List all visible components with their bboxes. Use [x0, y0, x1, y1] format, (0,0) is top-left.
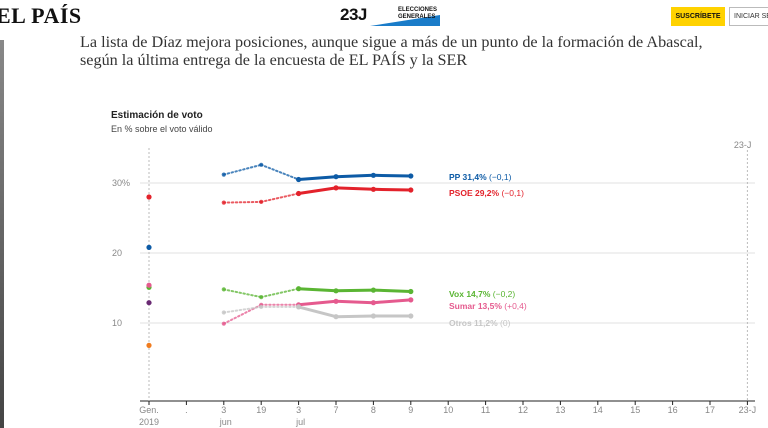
series-line-otros — [334, 314, 375, 319]
badge-bar — [370, 15, 440, 26]
x-tick-label: 8 — [371, 405, 376, 415]
x-tick-label: . — [185, 405, 188, 415]
x-tick-label: 13 — [555, 405, 565, 415]
x-tick-label: 23-J — [739, 405, 757, 415]
x-tick-label: 7 — [333, 405, 338, 415]
series-point-sumar — [370, 300, 376, 306]
series-point-otros — [408, 313, 414, 319]
series-line-pp — [334, 173, 375, 179]
series-point-psoe — [333, 185, 339, 191]
series-line-vox — [260, 287, 300, 299]
x-tick-label: 14 — [593, 405, 603, 415]
series-point-psoe — [296, 190, 302, 197]
x-tick-label: Gen. — [139, 405, 159, 415]
series-label-pp: PP 31,4% (−0,1) — [449, 172, 512, 182]
election-2019-point-podemos — [146, 300, 152, 306]
x-tick-sublabel: 2019 — [139, 417, 159, 427]
series-line-pp — [297, 175, 338, 181]
x-tick-sublabel: jun — [219, 417, 232, 427]
series-point-psoe — [221, 200, 226, 205]
series-label-otros: Otros 11,2% (0) — [449, 318, 511, 328]
series-point-sumar — [333, 298, 339, 304]
series-line-otros — [222, 305, 263, 314]
series-point-pp — [221, 172, 226, 177]
badge-line-1: ELECCIONES — [398, 7, 438, 13]
series-line-psoe — [260, 192, 300, 203]
x-tick-label: 16 — [668, 405, 678, 415]
y-tick-label: 30% — [112, 178, 130, 188]
series-point-psoe — [259, 199, 264, 204]
x-tick-label: 9 — [408, 405, 413, 415]
election-day-label: 23-J — [734, 140, 752, 150]
series-point-vox — [408, 288, 414, 295]
badge-line-2: GENERALES — [398, 14, 436, 20]
series-point-pp — [370, 172, 376, 178]
series-point-psoe — [370, 186, 376, 192]
x-tick-label: 11 — [481, 405, 490, 415]
series-line-vox — [334, 288, 375, 293]
series-point-pp — [259, 162, 264, 167]
series-line-pp — [260, 163, 300, 181]
series-point-otros — [259, 304, 264, 309]
series-point-pp — [333, 174, 339, 180]
login-button[interactable]: INICIAR SES — [729, 7, 768, 26]
series-point-pp — [408, 173, 414, 179]
left-edge-strip — [0, 40, 4, 428]
series-point-vox — [370, 287, 376, 293]
x-tick-label: 15 — [630, 405, 640, 415]
series-line-sumar — [371, 298, 413, 305]
series-point-vox — [333, 288, 339, 294]
x-tick-label: 12 — [518, 405, 528, 415]
x-tick-sublabel: jul — [295, 417, 305, 427]
article-subtitle: La lista de Díaz mejora posiciones, aunq… — [80, 33, 703, 69]
series-point-otros — [333, 314, 339, 320]
series-line-pp — [371, 173, 413, 178]
series-line-vox — [297, 287, 338, 293]
badge-number: 23J — [340, 5, 367, 24]
series-line-vox — [222, 288, 263, 299]
y-tick-label: 20 — [112, 248, 122, 258]
series-point-otros — [370, 313, 376, 319]
series-point-pp — [296, 176, 302, 183]
series-point-psoe — [408, 187, 414, 193]
logo[interactable]: EL PAÍS — [0, 3, 82, 28]
x-tick-label: 17 — [705, 405, 715, 415]
series-line-sumar — [222, 303, 263, 325]
election-2019-point-cs — [146, 342, 152, 348]
x-tick-label: 10 — [443, 405, 453, 415]
y-tick-label: 10 — [112, 318, 122, 328]
series-point-sumar — [221, 321, 226, 326]
series-point-sumar — [408, 297, 414, 303]
series-line-pp — [222, 163, 263, 176]
series-line-psoe — [334, 186, 375, 191]
chart-subtitle: En % sobre el voto válido — [111, 124, 213, 134]
series-label-sumar: Sumar 13,5% (+0,4) — [449, 301, 527, 311]
series-line-psoe — [222, 200, 263, 204]
x-tick-label: 3 — [296, 405, 301, 415]
series-line-sumar — [297, 299, 338, 307]
series-point-otros — [296, 304, 302, 310]
series-point-vox — [296, 286, 302, 292]
series-point-vox — [221, 287, 226, 292]
badge-text: ELECCIONES GENERALES — [398, 7, 437, 21]
series-point-vox — [259, 295, 264, 300]
election-2019-point-sumar — [146, 282, 152, 288]
series-line-sumar — [334, 299, 375, 305]
top-bar: EL PAÍS 23J ELECCIONES GENERALES SUSCRÍBE… — [0, 0, 768, 32]
series-line-psoe — [297, 186, 338, 195]
election-2019-point-pp — [146, 244, 152, 250]
x-tick-label: 3 — [221, 405, 226, 415]
subscribe-button[interactable]: SUSCRÍBETE — [671, 7, 725, 26]
series-label-psoe: PSOE 29,2% (−0,1) — [449, 188, 524, 198]
election-2019-point-psoe — [146, 194, 152, 200]
series-label-vox: Vox 14,7% (−0,2) — [449, 289, 515, 299]
series-point-otros — [221, 310, 226, 315]
series-line-psoe — [371, 187, 413, 192]
chart-title: Estimación de voto — [111, 110, 203, 121]
series-line-vox — [371, 288, 413, 293]
x-tick-label: 19 — [256, 405, 266, 415]
series-line-otros — [297, 305, 338, 319]
